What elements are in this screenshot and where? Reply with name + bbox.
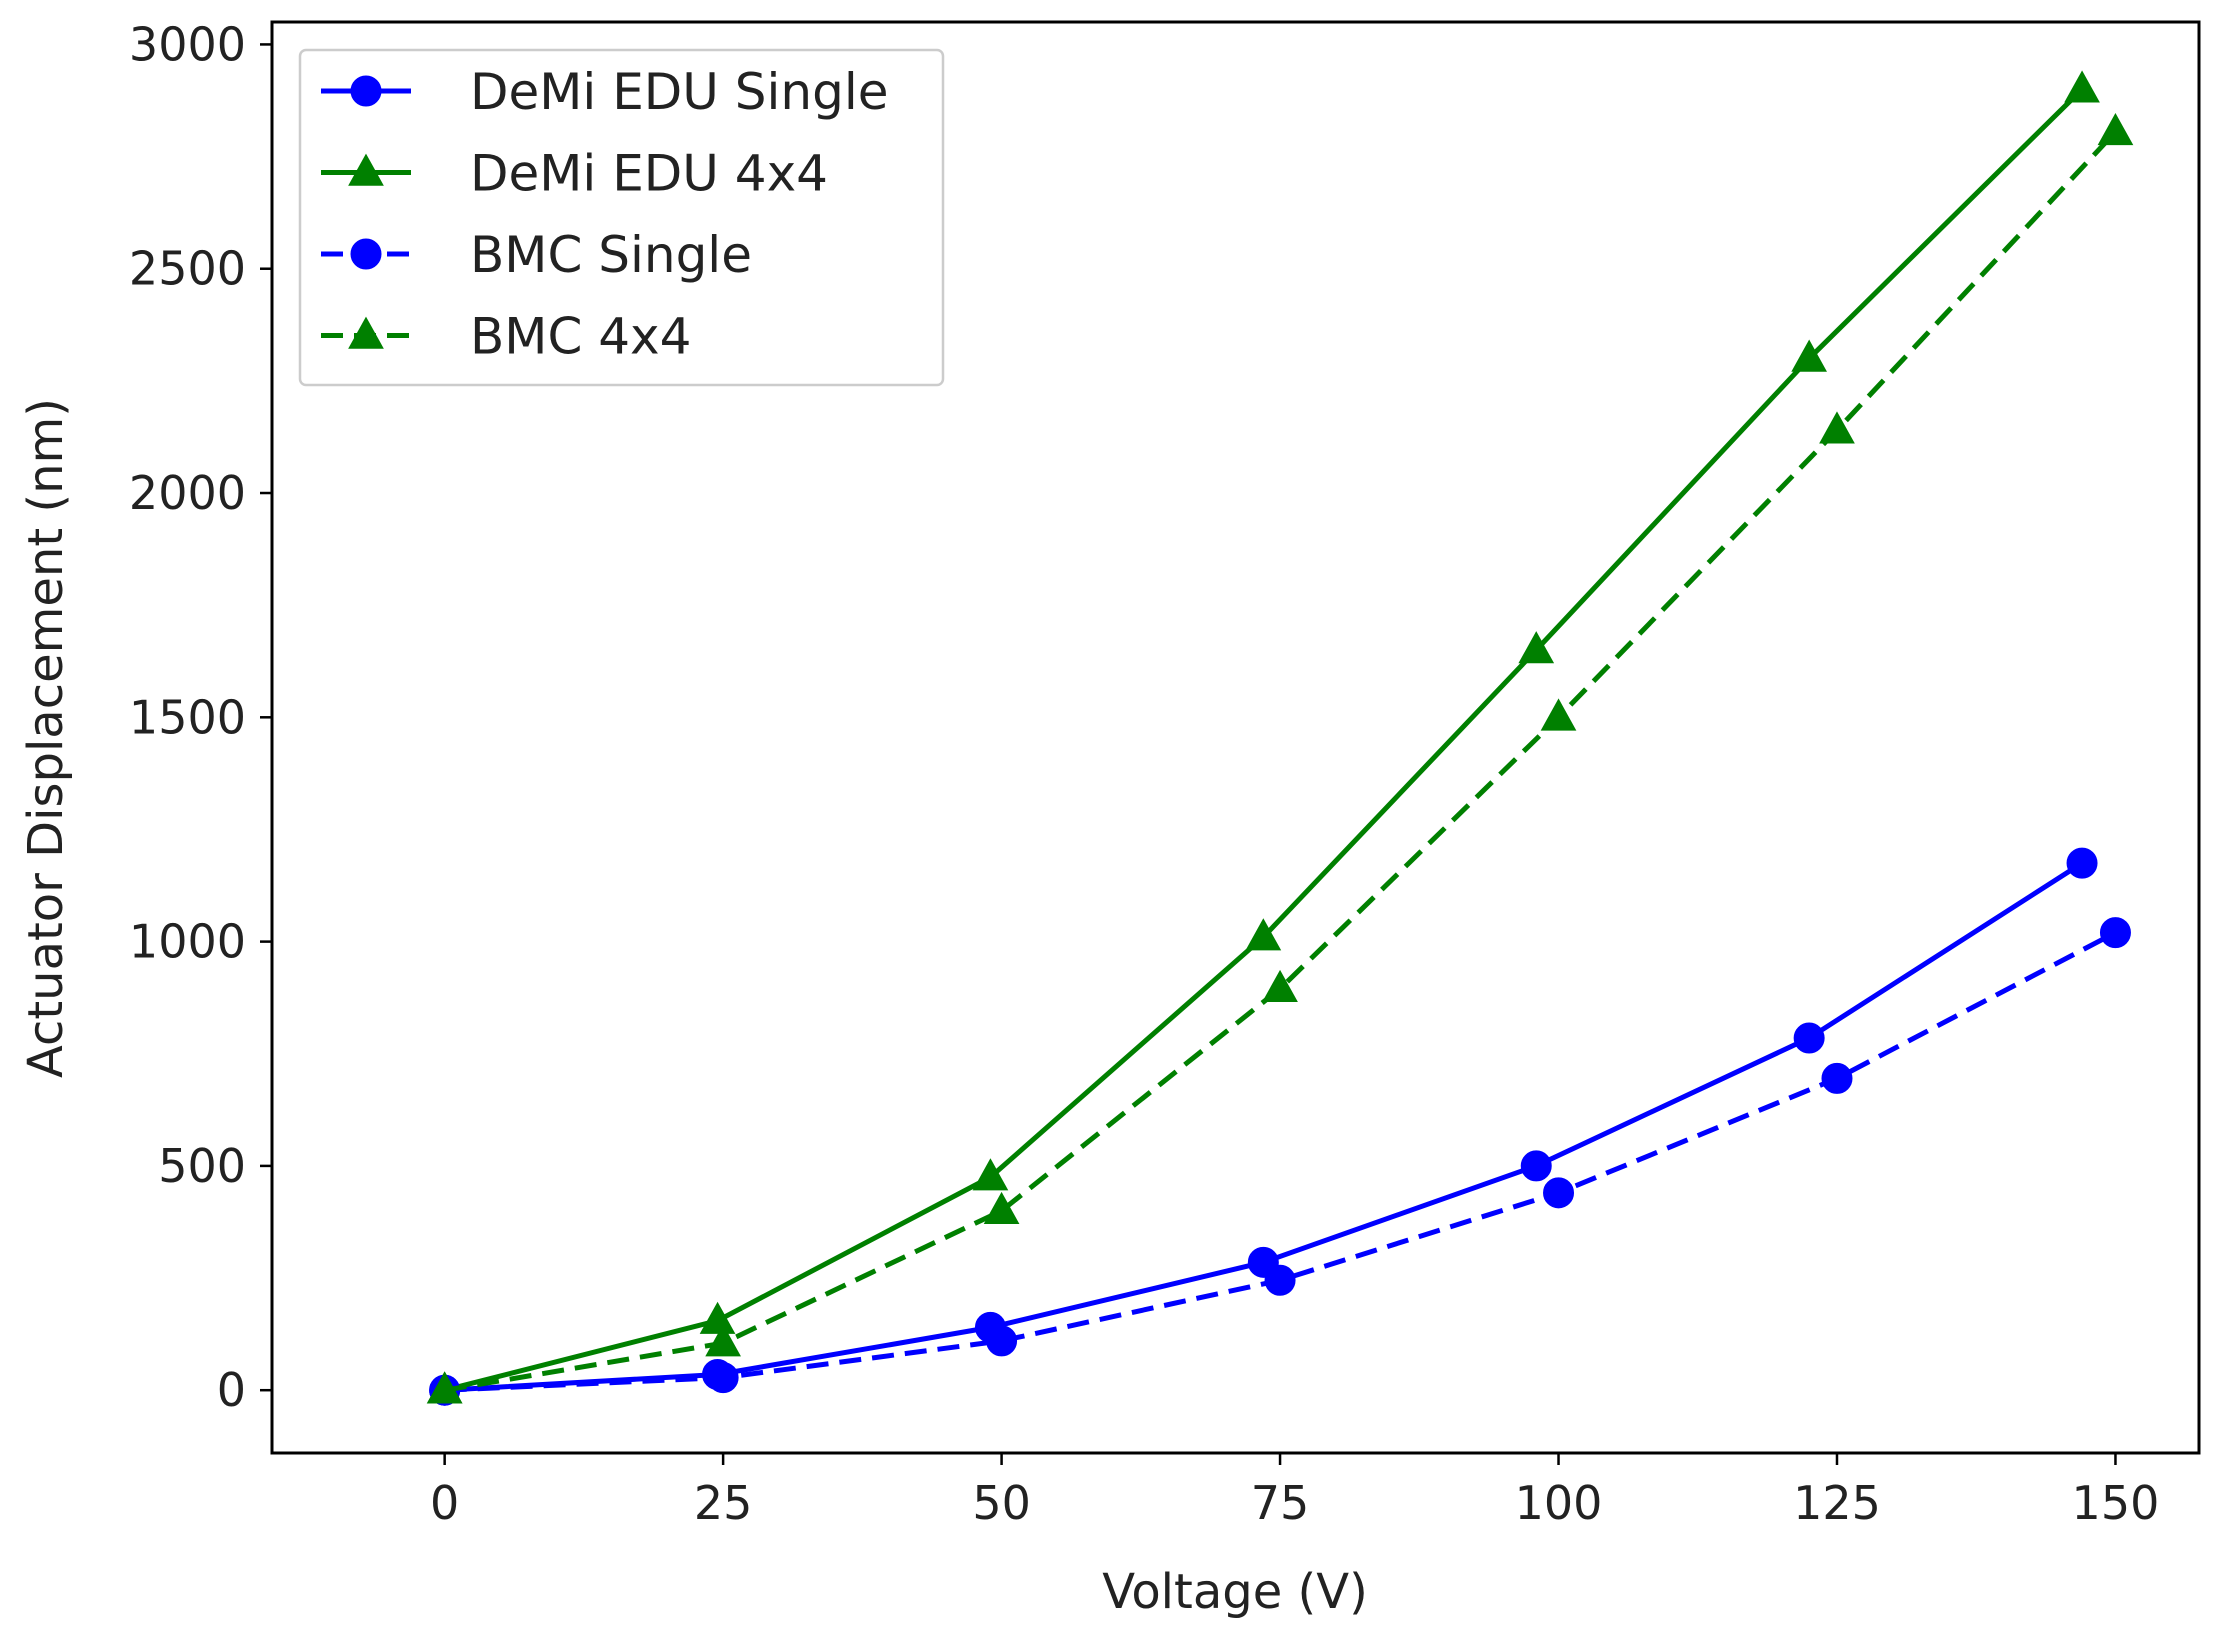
point-demi-edu-single-4 [1520,1150,1552,1182]
legend-entry-demi-edu-single: DeMi EDU Single [321,63,888,121]
series-bmc-4x4 [426,113,2134,1404]
x-axis-label: Voltage (V) [1102,1564,1368,1620]
point-bmc-4x4-0 [426,1371,463,1404]
y-tick-label-1500: 1500 [129,690,246,744]
y-tick-label-500: 500 [158,1139,246,1193]
point-demi-edu-4x4-3 [1245,918,1282,951]
point-bmc-single-2 [986,1325,1018,1357]
x-tick-label-150: 150 [2072,1476,2160,1530]
x-tick-label-50: 50 [972,1476,1031,1530]
legend-entry-demi-edu-4x4: DeMi EDU 4x4 [321,145,828,203]
legend-label-bmc-4x4: BMC 4x4 [470,308,691,366]
point-demi-edu-single-5 [1793,1022,1825,1054]
legend-marker-bmc-single [350,238,382,270]
legend-label-demi-edu-4x4: DeMi EDU 4x4 [470,145,828,203]
point-demi-edu-4x4-6 [2064,70,2100,103]
point-demi-edu-4x4-5 [1791,339,1827,372]
point-demi-edu-4x4-2 [972,1158,1009,1191]
x-axis: 0 25 50 75 100 125 150 [430,1453,2159,1530]
legend-label-bmc-single: BMC Single [470,226,752,284]
point-bmc-single-1 [707,1362,739,1394]
legend-marker-bmc-4x4 [348,316,384,349]
point-bmc-single-4 [1543,1177,1575,1209]
plot-frame [270,20,2201,1455]
series-layer [426,70,2134,1406]
point-bmc-single-5 [1821,1062,1853,1094]
point-demi-edu-4x4-1 [699,1301,736,1334]
x-tick-label-100: 100 [1515,1476,1603,1530]
point-bmc-4x4-3 [1262,969,1298,1002]
x-tick-label-25: 25 [694,1476,753,1530]
legend-box [298,48,945,387]
y-tick-label-1000: 1000 [129,915,246,969]
y-tick-label-3000: 3000 [129,17,246,71]
point-bmc-4x4-1 [705,1324,741,1357]
x-tick-label-125: 125 [1793,1476,1881,1530]
x-tick-label-75: 75 [1251,1476,1310,1530]
point-bmc-single-3 [1264,1264,1296,1296]
legend-entry-bmc-single: BMC Single [321,226,752,284]
legend-marker-demi-edu-4x4 [348,153,384,186]
point-bmc-4x4-4 [1540,698,1577,731]
point-bmc-4x4-5 [1819,411,1855,444]
legend: DeMi EDU Single DeMi EDU 4x4 BMC Single BMC… [298,48,945,387]
point-demi-edu-4x4-4 [1518,631,1555,664]
legend-marker-demi-edu-single [350,75,382,107]
x-tick-label-0: 0 [430,1476,459,1530]
legend-entry-bmc-4x4: BMC 4x4 [321,308,691,366]
legend-label-demi-edu-single: DeMi EDU Single [470,63,888,121]
y-tick-label-2000: 2000 [129,466,246,520]
point-bmc-single-6 [2099,917,2131,949]
point-demi-edu-single-6 [2066,847,2098,879]
y-tick-label-2500: 2500 [129,242,246,296]
point-bmc-4x4-2 [983,1191,1020,1225]
point-bmc-4x4-6 [2097,113,2134,146]
y-axis-label: Actuator Displacement (nm) [18,398,74,1078]
y-tick-label-0: 0 [217,1363,246,1417]
y-axis: 0 500 1000 1500 2000 2500 3000 [129,17,272,1417]
